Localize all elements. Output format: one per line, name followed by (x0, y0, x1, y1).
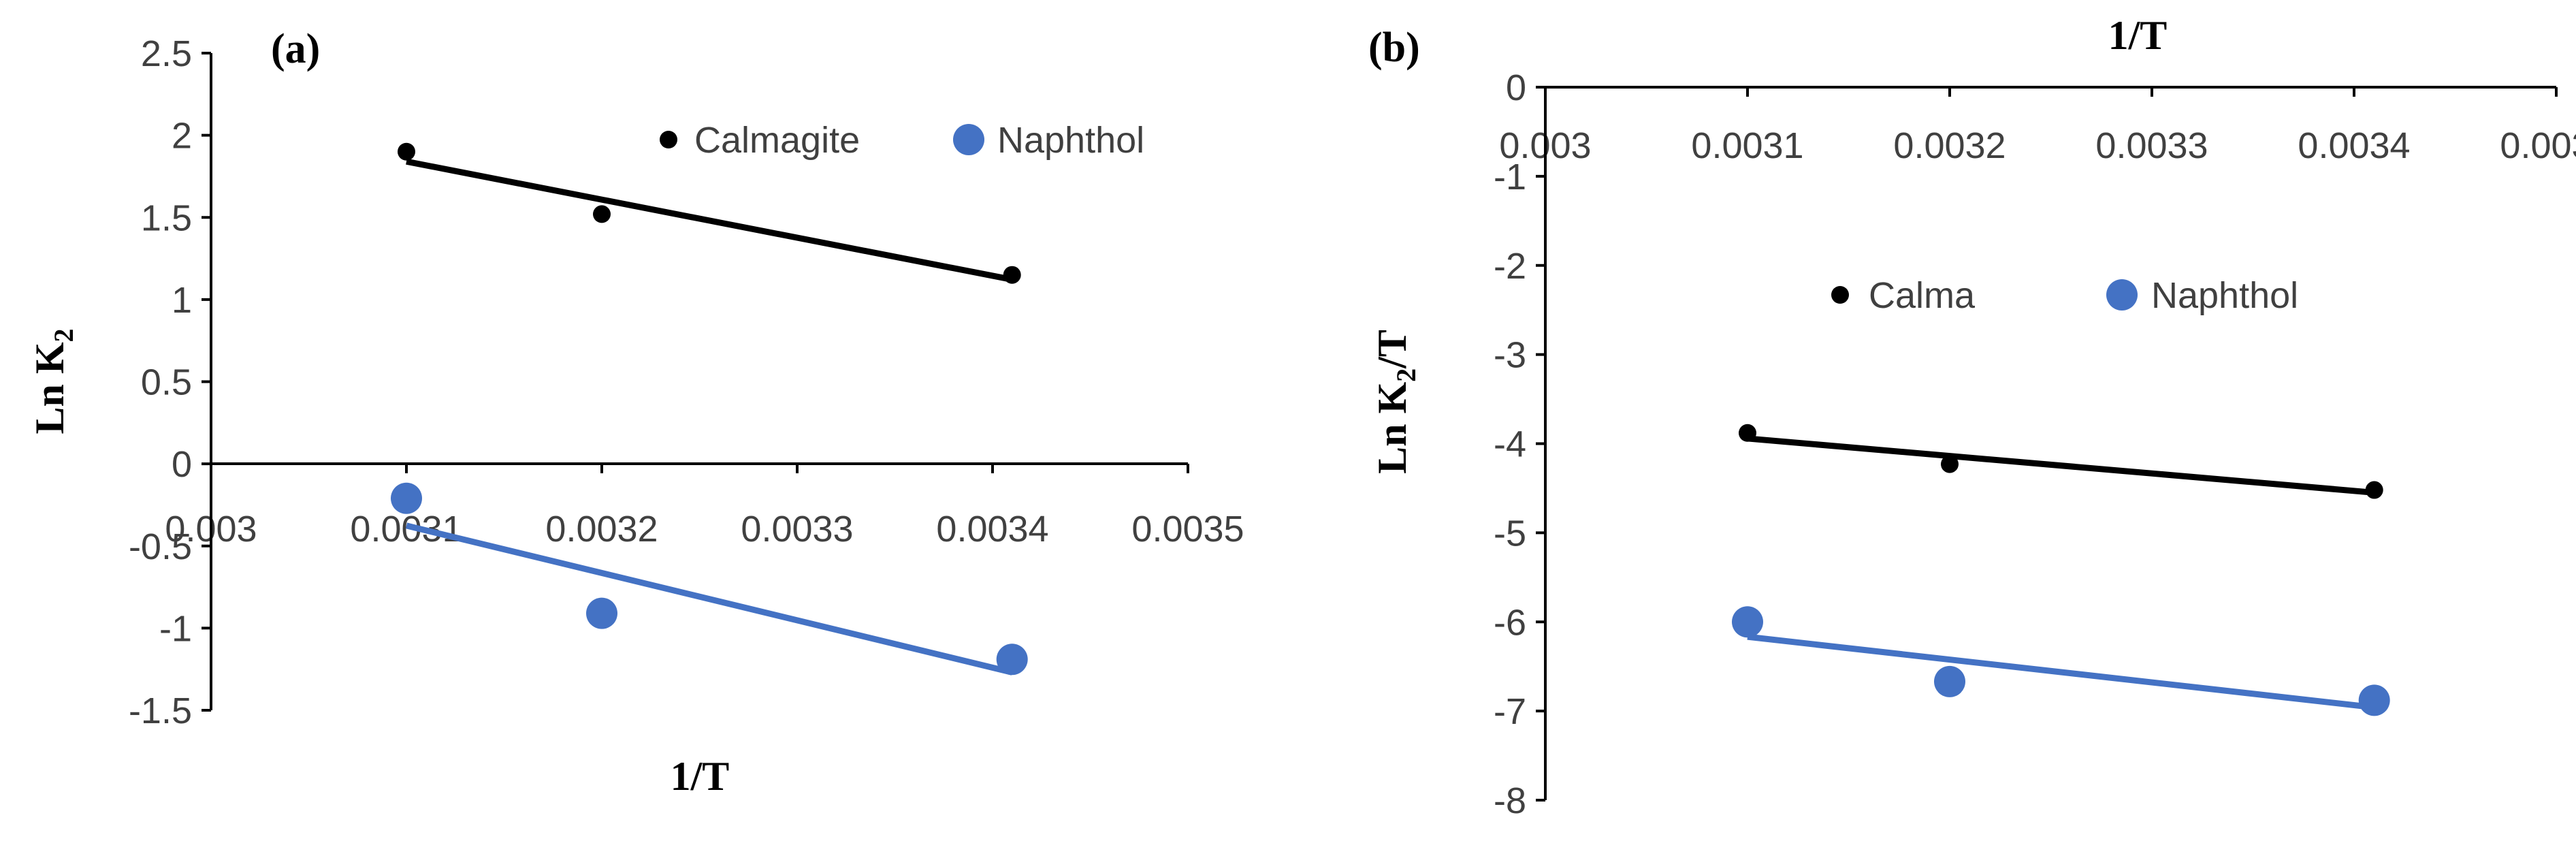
chart-a-x-tick-label: 0.0033 (741, 509, 853, 550)
chart-a-y-tick-label: 1 (172, 280, 192, 321)
chart-b-calma-point (1739, 424, 1756, 442)
chart-a-y-tick-label: 2 (172, 116, 192, 157)
legend-b-naphthol-marker (2106, 279, 2138, 311)
chart-b-x-tick-label: 0.0031 (1691, 125, 1803, 166)
chart-a-naphthol-point (996, 644, 1028, 676)
chart-b-y-tick-label: -8 (1494, 780, 1526, 821)
chart-a-y-tick-label: 2.5 (141, 33, 192, 74)
chart-a-calmagite-point (1003, 266, 1021, 284)
chart-a-points (391, 142, 1028, 676)
legend-a-naphthol-label: Naphthol (997, 120, 1144, 161)
chart-b-x-tick-label: 0.0034 (2298, 125, 2410, 166)
chart-b-calma-point (2365, 481, 2383, 499)
chart-b-y-tick-label: -7 (1494, 691, 1526, 732)
chart-b-calma-trendline (1747, 435, 2375, 496)
chart-b-y-title: Ln K2/T (1370, 330, 1421, 474)
chart-a-x-tick-label: 0.0032 (545, 509, 658, 550)
panel-label-b: (b) (1368, 25, 1420, 71)
chart-b-x-title: 1/T (2108, 13, 2168, 58)
chart-a-y-ticks: 2.5 2 1.5 1 0.5 0 -0.5 -1 -1.5 (129, 33, 211, 731)
chart-b-y-tick-label: -5 (1494, 513, 1526, 554)
chart-a-legend: Calmagite Naphthol (660, 120, 1144, 161)
chart-a-trendlines (405, 158, 1013, 676)
chart-b-legend: Calma Naphthol (1831, 275, 2298, 316)
chart-b-naphthol-trendline (1747, 633, 2375, 711)
chart-a-y-title: Ln K2 (27, 328, 79, 434)
chart-b-points (1732, 424, 2390, 716)
chart-a-x-tick-label: 0.0034 (936, 509, 1048, 550)
chart-b-x-tick-label: 0.0032 (1893, 125, 2006, 166)
legend-a-naphthol-marker (953, 124, 984, 155)
chart-b-y-title-sub: 2 (1391, 368, 1421, 382)
chart-a-naphthol-point (586, 597, 617, 629)
chart-a-y-tick-label: 1.5 (141, 197, 192, 238)
chart-b-y-tick-label: -2 (1494, 246, 1526, 287)
chart-b-naphthol-point (1732, 606, 1763, 638)
chart-b-y-ticks: 0 -1 -2 -3 -4 -5 -6 -7 -8 (1494, 67, 1545, 821)
chart-b-naphthol-point (2358, 684, 2390, 716)
chart-a-x-title: 1/T (671, 754, 730, 799)
legend-a-calmagite-marker (660, 131, 677, 148)
legend-b-calma-label: Calma (1869, 275, 1976, 316)
chart-b-y-tick-label: -6 (1494, 602, 1526, 643)
chart-a-y-title-sub: 2 (48, 328, 79, 342)
chart-a-x-tick-label: 0.0031 (350, 509, 462, 550)
chart-b-y-tick-label: 0 (1506, 67, 1526, 108)
chart-a-y-tick-label: 0 (172, 444, 192, 485)
chart-a-y-tick-label: -0.5 (129, 526, 192, 567)
chart-a: (a) 2.521.510.50-0.5-1-1.5 0.003 0.0031 0.… (27, 26, 1244, 799)
legend-b-calma-marker (1831, 286, 1849, 304)
chart-a-x-tick-label: 0.0035 (1131, 509, 1244, 550)
chart-a-y-title-main: Ln K (27, 342, 72, 434)
chart-a-calmagite-trendline (406, 158, 1013, 283)
chart-a-y-tick-label: 0.5 (141, 362, 192, 403)
chart-b-naphthol-point (1934, 665, 1965, 697)
chart-b-y-tick-label: -3 (1494, 335, 1526, 376)
chart-a-calmagite-point (398, 142, 415, 161)
chart-a-x-ticks: 0.003 0.0031 0.0032 0.0033 0.0034 0.0035 (165, 464, 1244, 550)
chart-b-x-tick-label: 0.0035 (2500, 125, 2576, 166)
chart-a-y-tick-label: -1 (159, 608, 192, 649)
chart-b-calma-point (1941, 455, 1959, 473)
chart-a-naphthol-trendline (405, 522, 1013, 676)
chart-a-calmagite-point (593, 205, 611, 223)
legend-a-calmagite-label: Calmagite (694, 120, 860, 161)
chart-b-trendlines (1747, 435, 2375, 711)
chart-b-y-title-suffix: /T (1370, 330, 1415, 369)
chart-b-x-tick-label: 0.0033 (2095, 125, 2208, 166)
chart-a-naphthol-point (391, 482, 422, 514)
chart-b-y-tick-label: -1 (1494, 157, 1526, 197)
chart-b-y-tick-label: -4 (1494, 424, 1526, 465)
chart-a-y-tick-label: -1.5 (129, 691, 192, 731)
panel-label-a: (a) (271, 26, 320, 72)
chart-b-y-title-main: Ln K (1370, 381, 1415, 473)
chart-b: (b) 1/T 0-1-2-3-4-5-6-7-8 0.003 0.0031 0.0… (1368, 13, 2576, 821)
legend-b-naphthol-label: Naphthol (2151, 275, 2298, 316)
